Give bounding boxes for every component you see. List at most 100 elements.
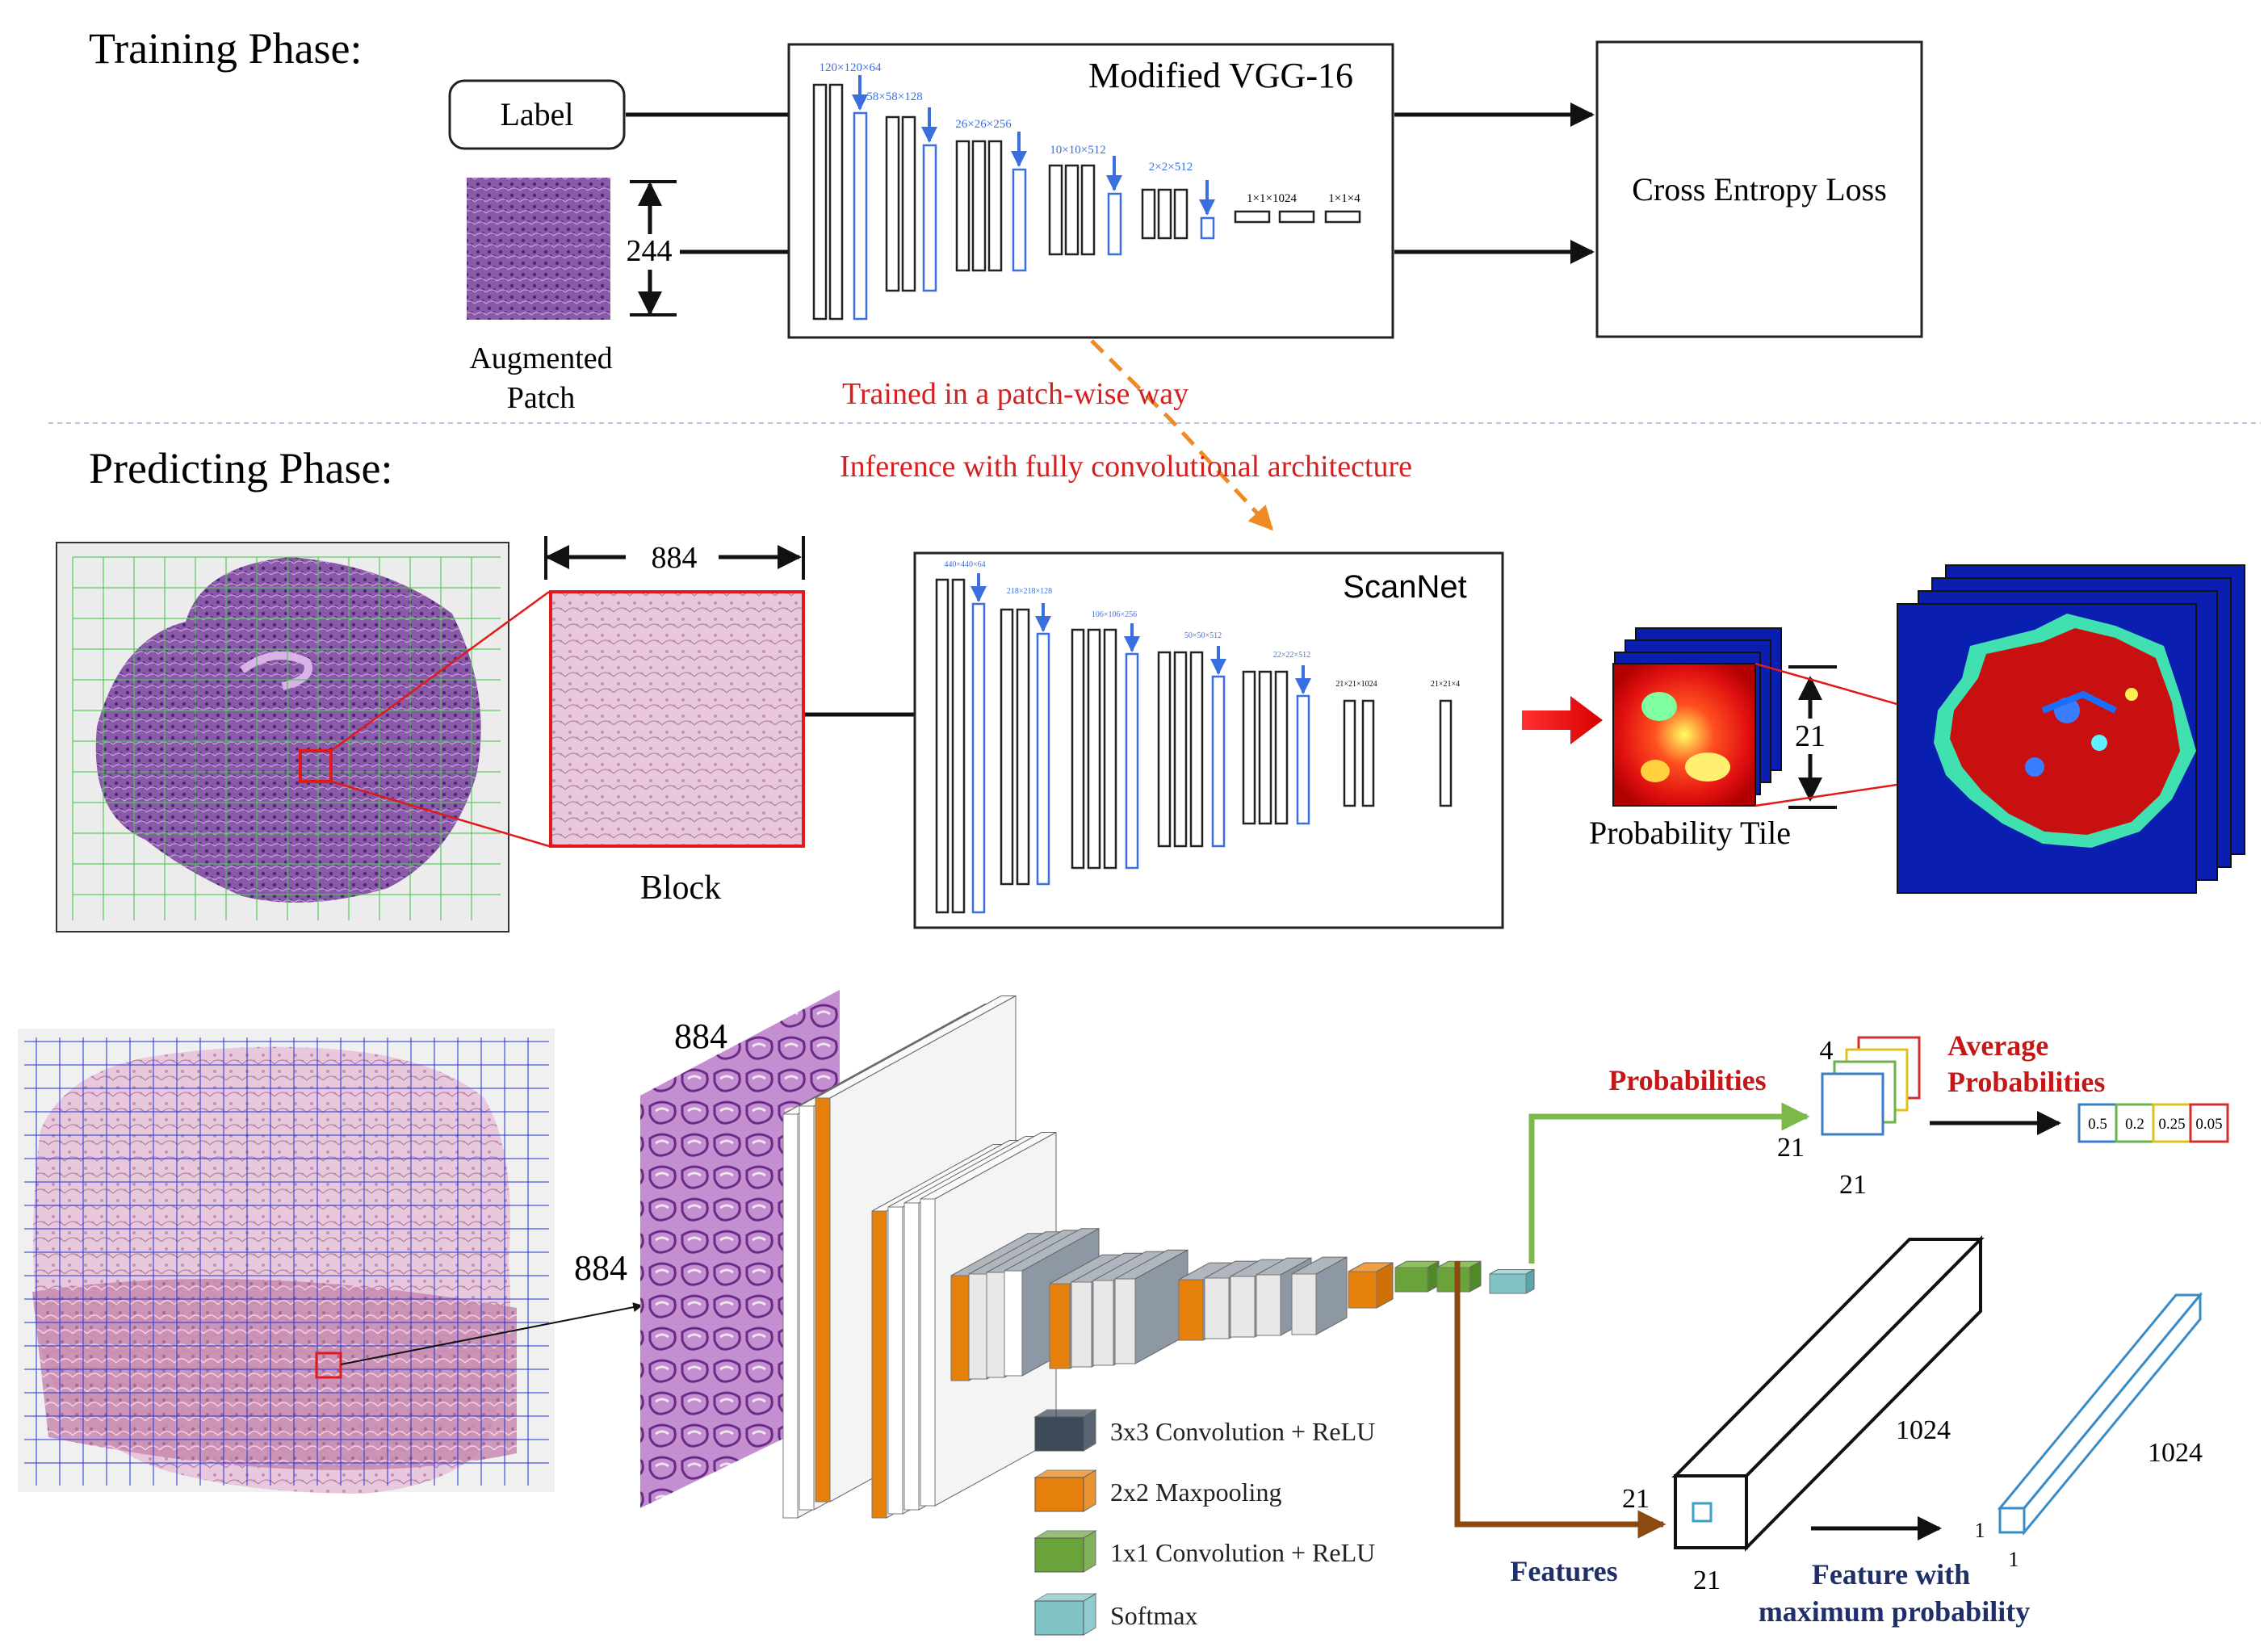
scannet-layers: 440×440×64 218×218×128 106×106×256 50×50×51…: [935, 560, 1460, 914]
cnn-layer-front: [1394, 1267, 1428, 1293]
vgg-fc-layer: [1278, 210, 1315, 224]
selected-block-marker: [299, 749, 333, 783]
legend-swatch-side: [1083, 1530, 1096, 1573]
avg-prob-value: 0.5: [2088, 1116, 2107, 1133]
cnn-layer-front: [815, 1097, 831, 1503]
vgg-conv-layer: [1141, 188, 1156, 240]
prob-stack-depth-label: 4: [1820, 1036, 1834, 1066]
cnn-layer-front: [1004, 1270, 1023, 1377]
scannet-conv-layer: [1258, 670, 1272, 825]
prob-stack-height-label: 21: [1777, 1133, 1805, 1163]
vgg-dim-label: 1×1×1024: [1247, 192, 1297, 205]
cnn-layer-side: [1525, 1268, 1535, 1294]
cnn-layer-front: [968, 1273, 987, 1380]
max-feature-width-label: 1: [2009, 1548, 2019, 1571]
vgg-conv-layer: [885, 115, 900, 292]
average-label-line2: Probabilities: [1947, 1066, 2105, 1098]
scannet-output-arrow: [1522, 696, 1603, 744]
legend-label: 2x2 Maxpooling: [1110, 1477, 1281, 1507]
max-feature-cuboid: [1997, 1291, 2203, 1536]
cnn-layer-front: [920, 1198, 936, 1507]
legend-swatch: [1034, 1600, 1084, 1636]
vgg-conv-layer: [812, 83, 828, 321]
vgg16-title: Modified VGG-16: [1088, 56, 1353, 95]
scannet-conv-layer: [935, 578, 950, 914]
patch-caption-line1: Augmented: [469, 342, 612, 375]
max-feature-depth-label: 1024: [2148, 1438, 2203, 1468]
vgg-dim-label: 26×26×256: [955, 118, 1012, 131]
wsi-with-grid: [56, 542, 509, 933]
legend-swatch-side: [1083, 1409, 1096, 1452]
features-label: Features: [1510, 1555, 1617, 1587]
block-caption: Block: [640, 870, 721, 907]
probability-stack: [1821, 1036, 1921, 1136]
scannet-dim-label: 21×21×4: [1431, 680, 1460, 689]
scannet-dim-label: 218×218×128: [1007, 587, 1052, 596]
feature-depth-label: 1024: [1896, 1415, 1951, 1445]
feature-cuboid: [1671, 1235, 1985, 1552]
scannet-conv-layer: [1000, 608, 1014, 886]
vgg-pool-layer: [853, 111, 868, 321]
vgg-dim-label: 58×58×128: [866, 90, 922, 103]
transfer-note-2: Inference with fully convolutional archi…: [840, 450, 1412, 484]
vgg-conv-layer: [1080, 164, 1096, 256]
scannet-dim-label: 50×50×512: [1184, 631, 1222, 640]
prob-stack-width-label: 21: [1839, 1170, 1867, 1200]
max-label-line1: Feature with: [1812, 1558, 1970, 1591]
scannet-dim-label: 21×21×1024: [1335, 680, 1377, 689]
cnn-layer-front: [950, 1275, 970, 1381]
legend-label: 1x1 Convolution + ReLU: [1110, 1538, 1375, 1567]
cnn-layer-front: [1071, 1281, 1092, 1368]
block-size-label: 884: [652, 541, 698, 575]
patch-size-label: 244: [627, 234, 673, 268]
scannet-conv-layer: [1071, 628, 1085, 870]
legend-swatch-side: [1083, 1593, 1096, 1636]
vgg-dim-label: 10×10×512: [1050, 144, 1105, 157]
average-label-line1: Average: [1947, 1029, 2048, 1062]
loss-box: [1595, 40, 1923, 338]
scannet-conv-layer: [1157, 651, 1172, 848]
cnn-layer-front: [986, 1272, 1005, 1378]
cnn-layer-front: [1291, 1273, 1317, 1335]
max-label-line2: maximum probability: [1759, 1595, 2030, 1628]
legend-swatch-side: [1083, 1469, 1096, 1512]
scannet-fc-layer: [1343, 699, 1356, 807]
scannet-pool-layer: [1211, 675, 1226, 848]
scannet-fc-layer: [1439, 699, 1453, 807]
legend-swatch: [1034, 1416, 1084, 1452]
probabilities-label: Probabilities: [1608, 1064, 1766, 1096]
patch-caption-line2: Patch: [507, 381, 575, 415]
probability-tile: [1612, 627, 1782, 807]
cnn-layer-front: [782, 1113, 799, 1519]
legend-swatch: [1034, 1537, 1084, 1573]
vgg-conv-layer: [971, 140, 987, 272]
loss-box-text: Cross Entropy Loss: [1632, 171, 1887, 207]
transfer-arrow: [1090, 339, 1274, 531]
vgg-conv-layer: [987, 140, 1003, 272]
max-feature-height-label: 1: [1975, 1519, 1985, 1542]
vgg-fc-layer: [1324, 210, 1361, 224]
augmented-patch-image: [467, 178, 610, 320]
vgg-pool-layer: [922, 144, 937, 292]
cnn-layer-front: [1436, 1267, 1470, 1293]
cnn-layer-front: [1114, 1278, 1136, 1364]
cnn-layer-front: [799, 1105, 815, 1511]
training-heading: Training Phase:: [89, 24, 363, 73]
label-box-text: Label: [500, 96, 573, 132]
scannet-dim-label: 440×440×64: [944, 560, 985, 569]
avg-prob-value: 0.05: [2195, 1116, 2222, 1133]
cnn-layer-front: [1178, 1279, 1204, 1341]
predicting-heading: Predicting Phase:: [89, 444, 392, 492]
scannet-dim-label: 22×22×512: [1273, 651, 1310, 660]
scannet-pool-layer: [971, 602, 986, 914]
bottom-selected-block-marker: [315, 1352, 342, 1379]
feature-cuboid-selected-cell: [1692, 1502, 1713, 1523]
vgg-conv-layer: [1173, 188, 1188, 240]
probabilities-branch-arrow: [1528, 1102, 1810, 1264]
vgg-fc-layer: [1234, 210, 1271, 224]
block-size-arrow: [544, 536, 805, 580]
avg-prob-value: 0.2: [2125, 1116, 2144, 1133]
block-image: [549, 590, 805, 848]
vgg-pool-layer: [1200, 216, 1215, 240]
cnn-layer-front: [1204, 1277, 1230, 1339]
